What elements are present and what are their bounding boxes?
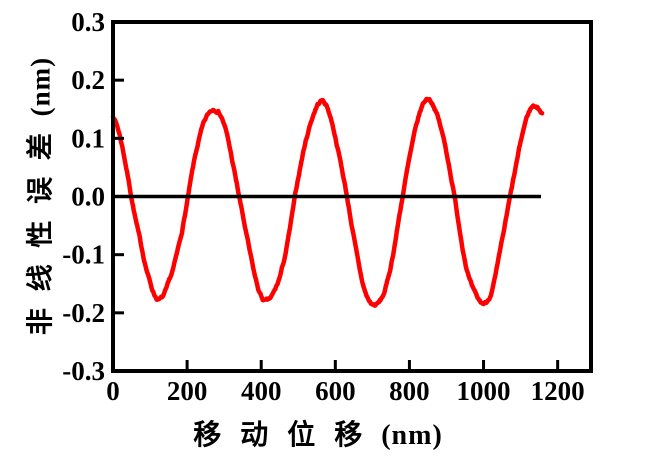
nonlinearity-error-curve bbox=[110, 96, 545, 308]
plot-border bbox=[111, 20, 593, 373]
x-tick-label: 1000 bbox=[457, 376, 511, 406]
x-tick-label: 0 bbox=[106, 376, 120, 406]
y-axis-title: 非 线 性 误 差 (nm) bbox=[25, 56, 56, 336]
x-axis-title: 移 动 位 移 (nm) bbox=[193, 420, 443, 451]
x-tick-label: 200 bbox=[167, 376, 208, 406]
x-tick-label: 600 bbox=[315, 376, 356, 406]
y-tick-label: -0.1 bbox=[62, 240, 105, 270]
y-tick-label: -0.2 bbox=[62, 298, 105, 328]
x-tick-label: 1200 bbox=[531, 376, 585, 406]
y-tick-label: -0.3 bbox=[62, 356, 105, 386]
x-tick-label: 400 bbox=[241, 376, 282, 406]
y-tick-label: 0.2 bbox=[71, 65, 105, 95]
y-tick-label: 0.1 bbox=[71, 123, 105, 153]
x-tick-label: 800 bbox=[389, 376, 430, 406]
y-tick-label: 0.0 bbox=[71, 182, 105, 212]
y-tick-label: 0.3 bbox=[71, 7, 105, 37]
